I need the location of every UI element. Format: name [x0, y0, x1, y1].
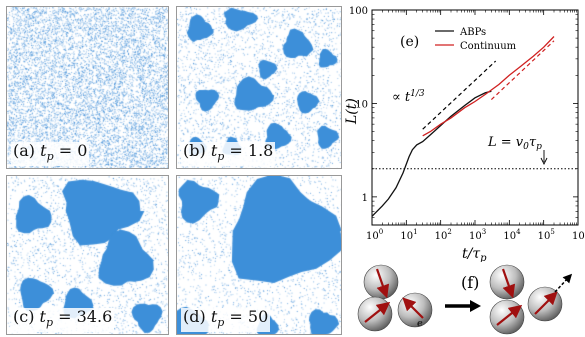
panel-c-label: (c) tp = 34.6	[11, 307, 115, 332]
series-layer	[371, 36, 555, 217]
orientation-arrow	[496, 304, 523, 326]
particle-field-d	[177, 176, 341, 334]
panel-c: (c) tp = 34.6	[6, 175, 169, 335]
particle-field-a	[7, 7, 168, 168]
chart-panel-label: (e)	[400, 34, 419, 50]
series-line-abps	[371, 90, 492, 217]
x-tick-label: 104	[503, 228, 521, 242]
abp-schematic: e (f)	[357, 264, 573, 335]
x-tick-label: 105	[538, 228, 555, 242]
orientation-arrow	[402, 297, 424, 319]
power-law-fit-continuum	[490, 40, 555, 101]
motion-arrow	[554, 273, 573, 293]
series-line-continuum	[422, 36, 555, 137]
orientation-arrow	[501, 268, 516, 299]
particle-cluster-right	[489, 264, 573, 335]
orientation-arrow	[534, 291, 558, 315]
x-tick-label: 103	[469, 228, 486, 242]
plateau-annotation: L = v0τp	[487, 135, 542, 152]
legend-label-abps: ABPs	[459, 27, 486, 38]
panel-b: (b) tp = 1.8	[176, 6, 342, 169]
y-tick-label: 1	[362, 193, 368, 204]
panel-a-label: (a) tp = 0	[11, 141, 90, 166]
panel-a: (a) tp = 0	[6, 6, 169, 169]
unit-vector-label: e	[417, 319, 423, 329]
transition-arrow-head	[470, 300, 481, 312]
x-tick-label: 100	[366, 228, 383, 242]
y-tick-label: 100	[349, 6, 368, 17]
y-tick-label: 10	[355, 99, 368, 110]
panel-d-label: (d) tp = 50	[181, 307, 271, 332]
orientation-arrow	[364, 301, 391, 323]
panel-d: (d) tp = 50	[176, 175, 342, 335]
power-law-annotation: ∝ t1/3	[392, 89, 425, 105]
particle-field-c	[7, 176, 168, 334]
orientation-arrow	[375, 268, 390, 299]
power-law-fit-abps	[422, 60, 497, 130]
panel-b-label: (b) tp = 1.8	[181, 141, 276, 166]
coarsening-chart: 100 101 102 103 104 105 106 1 10 100 (e) ABPs Con…	[344, 6, 585, 262]
particle-field-b	[177, 7, 341, 168]
x-axis-label: t/τp	[462, 246, 487, 262]
particle-cluster-left: e	[357, 264, 433, 332]
plateau-arrow-head	[540, 157, 548, 166]
schematic-panel-label: (f)	[461, 273, 479, 292]
legend-label-continuum: Continuum	[460, 41, 517, 52]
x-tick-label: 106	[572, 228, 585, 242]
x-tick-label: 101	[400, 228, 417, 242]
y-axis-label: L(t)	[344, 98, 360, 125]
x-tick-label: 102	[435, 228, 452, 242]
